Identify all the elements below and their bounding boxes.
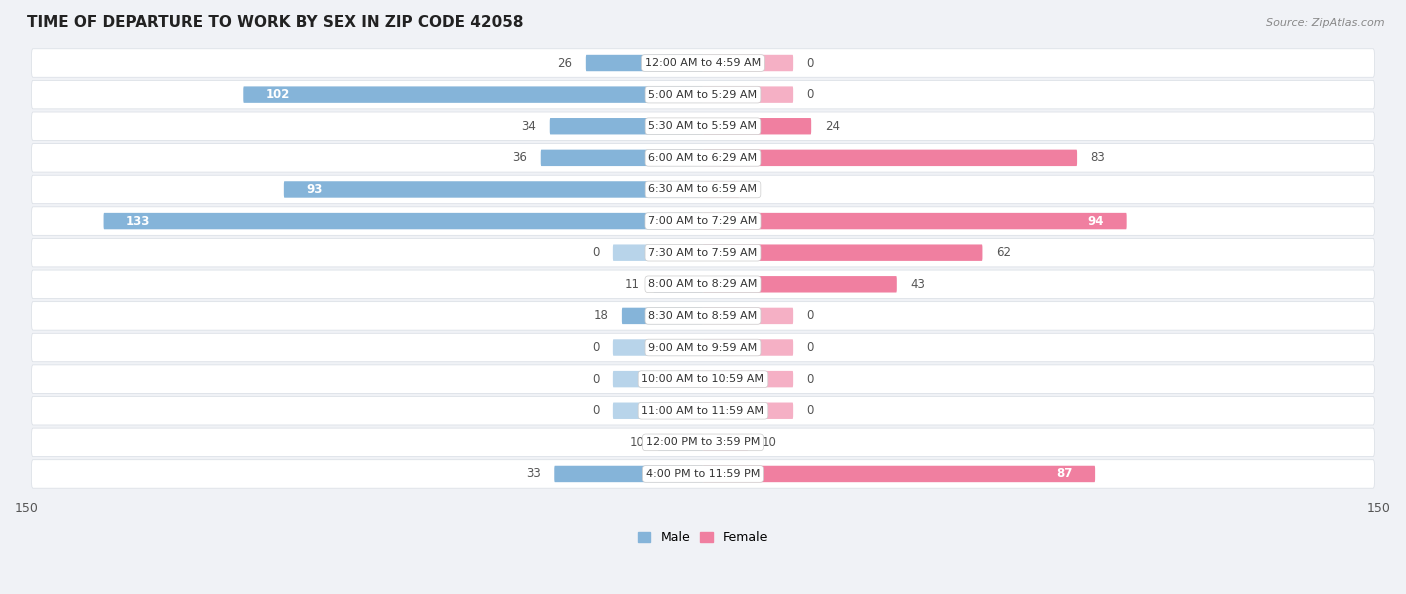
FancyBboxPatch shape [703, 150, 1077, 166]
Text: 8:00 AM to 8:29 AM: 8:00 AM to 8:29 AM [648, 279, 758, 289]
FancyBboxPatch shape [541, 150, 703, 166]
Text: 0: 0 [807, 372, 814, 386]
FancyBboxPatch shape [31, 144, 1375, 172]
Text: 8:30 AM to 8:59 AM: 8:30 AM to 8:59 AM [648, 311, 758, 321]
FancyBboxPatch shape [703, 434, 748, 451]
Text: 133: 133 [127, 214, 150, 228]
Text: 7:00 AM to 7:29 AM: 7:00 AM to 7:29 AM [648, 216, 758, 226]
Text: 24: 24 [825, 120, 839, 132]
Text: 62: 62 [995, 246, 1011, 259]
FancyBboxPatch shape [613, 339, 703, 356]
Text: Source: ZipAtlas.com: Source: ZipAtlas.com [1267, 18, 1385, 28]
Text: 7:30 AM to 7:59 AM: 7:30 AM to 7:59 AM [648, 248, 758, 258]
FancyBboxPatch shape [31, 333, 1375, 362]
FancyBboxPatch shape [703, 245, 983, 261]
Text: 43: 43 [910, 278, 925, 291]
FancyBboxPatch shape [31, 80, 1375, 109]
FancyBboxPatch shape [658, 434, 703, 451]
FancyBboxPatch shape [31, 270, 1375, 299]
FancyBboxPatch shape [703, 403, 793, 419]
FancyBboxPatch shape [31, 460, 1375, 488]
FancyBboxPatch shape [550, 118, 703, 134]
FancyBboxPatch shape [703, 466, 1095, 482]
Text: 93: 93 [307, 183, 323, 196]
FancyBboxPatch shape [613, 371, 703, 387]
FancyBboxPatch shape [703, 276, 897, 292]
Text: 10:00 AM to 10:59 AM: 10:00 AM to 10:59 AM [641, 374, 765, 384]
Text: 87: 87 [1056, 467, 1073, 481]
Text: 5:30 AM to 5:59 AM: 5:30 AM to 5:59 AM [648, 121, 758, 131]
FancyBboxPatch shape [31, 207, 1375, 235]
FancyBboxPatch shape [703, 55, 793, 71]
FancyBboxPatch shape [586, 55, 703, 71]
FancyBboxPatch shape [613, 403, 703, 419]
FancyBboxPatch shape [31, 428, 1375, 457]
FancyBboxPatch shape [31, 175, 1375, 204]
FancyBboxPatch shape [31, 238, 1375, 267]
Text: 10: 10 [762, 436, 776, 449]
Text: 6:30 AM to 6:59 AM: 6:30 AM to 6:59 AM [648, 185, 758, 194]
FancyBboxPatch shape [703, 339, 793, 356]
FancyBboxPatch shape [703, 118, 811, 134]
Text: 12:00 PM to 3:59 PM: 12:00 PM to 3:59 PM [645, 437, 761, 447]
Text: 12:00 AM to 4:59 AM: 12:00 AM to 4:59 AM [645, 58, 761, 68]
Text: 8: 8 [752, 183, 761, 196]
Legend: Male, Female: Male, Female [633, 526, 773, 549]
Text: 5:00 AM to 5:29 AM: 5:00 AM to 5:29 AM [648, 90, 758, 100]
Text: 0: 0 [592, 246, 599, 259]
Text: 0: 0 [807, 341, 814, 354]
Text: 0: 0 [807, 88, 814, 101]
Text: 34: 34 [522, 120, 536, 132]
Text: 0: 0 [807, 405, 814, 417]
FancyBboxPatch shape [703, 181, 740, 198]
Text: 0: 0 [592, 372, 599, 386]
Text: 36: 36 [512, 151, 527, 165]
Text: 0: 0 [592, 341, 599, 354]
FancyBboxPatch shape [703, 86, 793, 103]
Text: 10: 10 [630, 436, 644, 449]
FancyBboxPatch shape [703, 308, 793, 324]
Text: 9:00 AM to 9:59 AM: 9:00 AM to 9:59 AM [648, 343, 758, 352]
Text: 102: 102 [266, 88, 290, 101]
Text: 94: 94 [1088, 214, 1104, 228]
Text: 6:00 AM to 6:29 AM: 6:00 AM to 6:29 AM [648, 153, 758, 163]
Text: 0: 0 [807, 309, 814, 323]
FancyBboxPatch shape [243, 86, 703, 103]
FancyBboxPatch shape [31, 397, 1375, 425]
Text: 0: 0 [807, 56, 814, 69]
Text: 4:00 PM to 11:59 PM: 4:00 PM to 11:59 PM [645, 469, 761, 479]
FancyBboxPatch shape [31, 112, 1375, 140]
Text: 11: 11 [624, 278, 640, 291]
FancyBboxPatch shape [654, 276, 703, 292]
FancyBboxPatch shape [31, 365, 1375, 393]
Text: 18: 18 [593, 309, 609, 323]
FancyBboxPatch shape [284, 181, 703, 198]
FancyBboxPatch shape [31, 49, 1375, 77]
FancyBboxPatch shape [554, 466, 703, 482]
FancyBboxPatch shape [703, 371, 793, 387]
Text: 83: 83 [1091, 151, 1105, 165]
FancyBboxPatch shape [613, 245, 703, 261]
Text: 11:00 AM to 11:59 AM: 11:00 AM to 11:59 AM [641, 406, 765, 416]
FancyBboxPatch shape [104, 213, 703, 229]
Text: 33: 33 [526, 467, 541, 481]
FancyBboxPatch shape [621, 308, 703, 324]
Text: 0: 0 [592, 405, 599, 417]
FancyBboxPatch shape [703, 213, 1126, 229]
Text: TIME OF DEPARTURE TO WORK BY SEX IN ZIP CODE 42058: TIME OF DEPARTURE TO WORK BY SEX IN ZIP … [27, 15, 523, 30]
Text: 26: 26 [557, 56, 572, 69]
FancyBboxPatch shape [31, 302, 1375, 330]
